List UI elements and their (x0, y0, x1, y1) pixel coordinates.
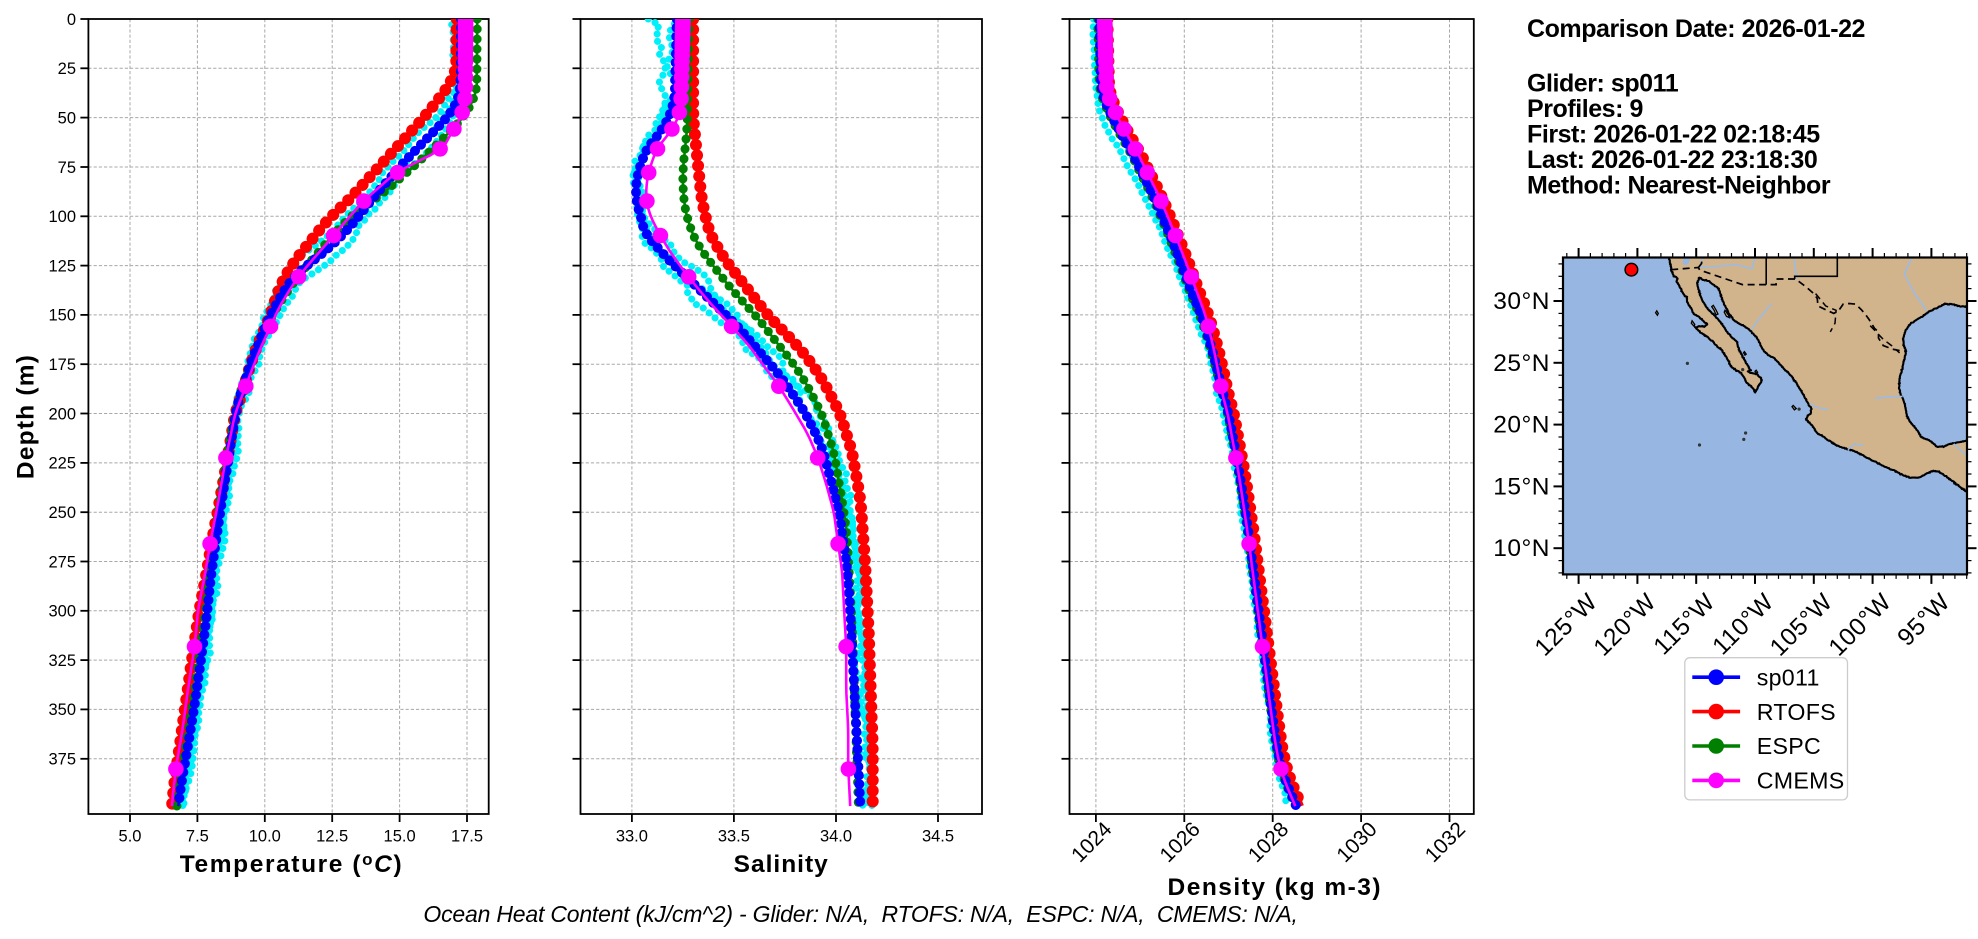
svg-text:Method: Nearest-Neighbor: Method: Nearest-Neighbor (1527, 172, 1831, 200)
svg-text:Glider: sp011: Glider: sp011 (1527, 69, 1679, 97)
svg-text:175: 175 (48, 356, 76, 374)
svg-text:275: 275 (48, 553, 76, 571)
svg-text:75: 75 (58, 159, 76, 177)
svg-text:30°N: 30°N (1493, 288, 1550, 315)
svg-text:225: 225 (48, 455, 76, 473)
svg-text:325: 325 (48, 652, 76, 670)
svg-text:25: 25 (58, 60, 76, 78)
svg-text:50: 50 (58, 109, 76, 127)
svg-text:12.5: 12.5 (316, 828, 348, 846)
svg-text:25°N: 25°N (1493, 350, 1550, 377)
svg-text:150: 150 (48, 307, 76, 325)
svg-text:Last: 2026-01-22 23:18:30: Last: 2026-01-22 23:18:30 (1527, 146, 1817, 174)
svg-text:CMEMS: CMEMS (1757, 768, 1845, 794)
svg-text:Density (kg m-3): Density (kg m-3) (1168, 874, 1383, 901)
svg-text:Comparison Date: 2026-01-22: Comparison Date: 2026-01-22 (1527, 15, 1865, 43)
svg-text:15.0: 15.0 (384, 828, 416, 846)
svg-text:Profiles: 9: Profiles: 9 (1527, 95, 1643, 123)
svg-text:ESPC: ESPC (1757, 733, 1821, 759)
svg-text:Depth (m): Depth (m) (13, 354, 40, 479)
svg-text:20°N: 20°N (1493, 412, 1550, 439)
svg-text:15°N: 15°N (1493, 473, 1550, 500)
svg-text:Ocean Heat Content (kJ/cm^2) -: Ocean Heat Content (kJ/cm^2) - Glider: N… (423, 901, 1297, 927)
svg-text:10°N: 10°N (1493, 535, 1550, 562)
svg-text:34.0: 34.0 (820, 828, 852, 846)
svg-text:125: 125 (48, 257, 76, 275)
svg-text:First: 2026-01-22 02:18:45: First: 2026-01-22 02:18:45 (1527, 121, 1820, 149)
svg-text:10.0: 10.0 (249, 828, 281, 846)
svg-text:33.5: 33.5 (718, 828, 750, 846)
svg-text:100: 100 (48, 208, 76, 226)
svg-text:33.0: 33.0 (616, 828, 648, 846)
svg-text:300: 300 (48, 603, 76, 621)
svg-text:sp011: sp011 (1757, 664, 1820, 690)
svg-text:350: 350 (48, 701, 76, 719)
svg-text:7.5: 7.5 (186, 828, 209, 846)
svg-text:Salinity: Salinity (734, 851, 829, 878)
svg-text:17.5: 17.5 (451, 828, 483, 846)
svg-text:200: 200 (48, 405, 76, 423)
svg-text:RTOFS: RTOFS (1757, 699, 1836, 725)
svg-text:0: 0 (67, 11, 76, 29)
svg-text:250: 250 (48, 504, 76, 522)
svg-text:375: 375 (48, 751, 76, 769)
svg-text:5.0: 5.0 (119, 828, 142, 846)
svg-text:34.5: 34.5 (922, 828, 954, 846)
